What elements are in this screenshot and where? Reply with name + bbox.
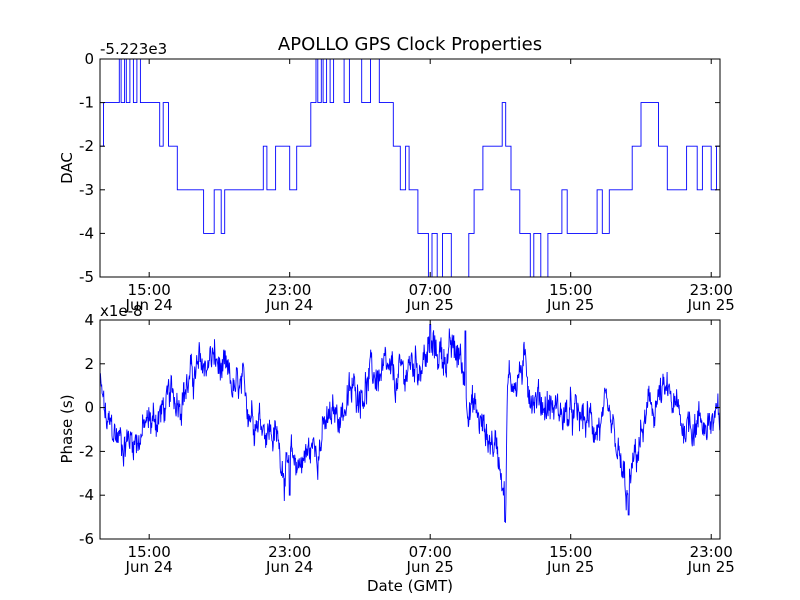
dac-x-tick-time: 23:00 (690, 281, 733, 299)
phase-y-tick-label: 2 (84, 355, 94, 373)
dac-y-tick-label: 0 (84, 50, 94, 68)
phase-x-tick-date: Jun 25 (546, 558, 594, 576)
phase-x-tick-time: 07:00 (409, 543, 452, 561)
dac-y-tick-label: -5 (79, 268, 94, 286)
dac-series-line (100, 58, 720, 278)
dac-x-tick-date: Jun 25 (687, 296, 735, 314)
phase-x-tick-time: 15:00 (128, 543, 171, 561)
phase-plot-frame (99, 319, 721, 540)
dac-plot-frame (99, 58, 721, 278)
phase-y-tick-label: -6 (79, 530, 94, 548)
dac-x-tick-date: Jun 24 (125, 296, 173, 314)
phase-x-tick-time: 23:00 (268, 543, 311, 561)
phase-x-tick-date: Jun 24 (125, 558, 173, 576)
dac-x-tick-time: 07:00 (409, 281, 452, 299)
phase-y-tick-label: -2 (79, 442, 94, 460)
dac-y-tick-label: -4 (79, 224, 94, 242)
dac-y-tick-label: -2 (79, 137, 94, 155)
dac-offset-label: -5.223e3 (100, 40, 167, 58)
phase-y-axis-label: Phase (s) (58, 394, 76, 463)
dac-x-tick-time: 15:00 (549, 281, 592, 299)
phase-x-tick-time: 15:00 (549, 543, 592, 561)
phase-y-tick-label: 0 (84, 399, 94, 417)
dac-x-tick-date: Jun 25 (546, 296, 594, 314)
chart-title: APOLLO GPS Clock Properties (278, 34, 542, 55)
dac-x-tick-date: Jun 24 (265, 296, 313, 314)
phase-series-line (99, 323, 721, 523)
dac-x-tick-date: Jun 25 (406, 296, 454, 314)
phase-x-tick-date: Jun 24 (265, 558, 313, 576)
dac-x-tick-time: 15:00 (128, 281, 171, 299)
phase-x-tick-time: 23:00 (690, 543, 733, 561)
phase-x-tick-date: Jun 25 (406, 558, 454, 576)
phase-offset-label: x1e-8 (100, 302, 143, 320)
phase-y-tick-label: -4 (79, 486, 94, 504)
dac-x-tick-time: 23:00 (268, 281, 311, 299)
dac-y-tick-label: -3 (79, 181, 94, 199)
phase-y-tick-label: 4 (84, 311, 94, 329)
x-axis-label: Date (GMT) (367, 577, 453, 595)
phase-x-tick-date: Jun 25 (687, 558, 735, 576)
dac-y-tick-label: -1 (79, 94, 94, 112)
dac-y-axis-label: DAC (58, 152, 76, 184)
